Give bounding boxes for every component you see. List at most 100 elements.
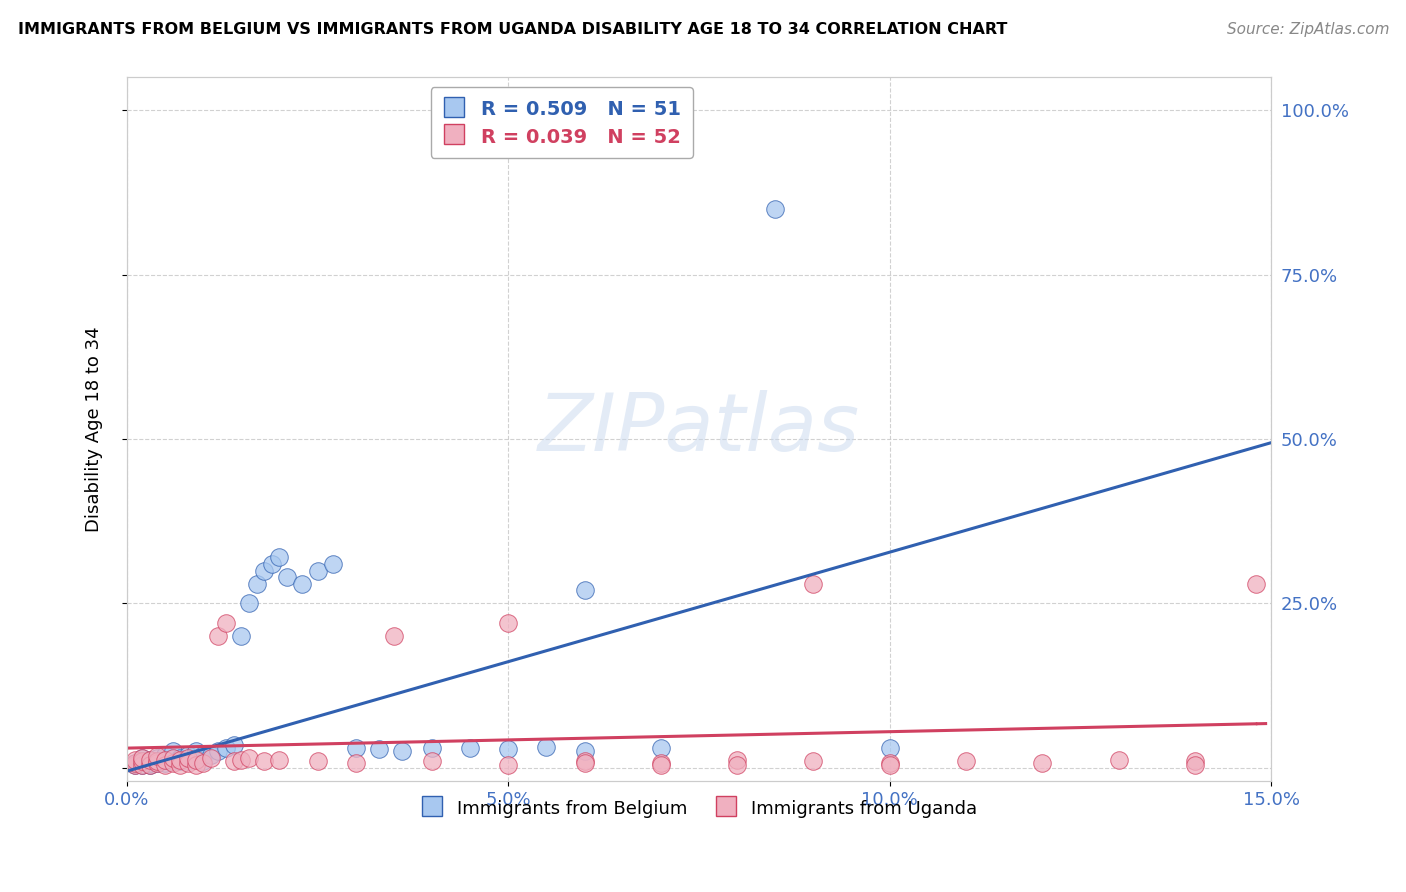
Point [139,756,162,770]
Point [153,756,176,770]
Point [162,756,184,770]
Point [200,751,222,765]
Point [139,753,162,767]
Point [177,751,200,765]
Point [498,616,520,631]
Point [238,751,260,765]
Point [146,749,169,764]
Point [153,753,176,767]
Point [215,616,238,631]
Point [124,753,146,767]
Point [124,757,146,772]
Point [253,754,276,768]
Point [139,757,162,772]
Point [131,757,153,772]
Point [231,629,253,643]
Point [307,754,329,768]
Text: Source: ZipAtlas.com: Source: ZipAtlas.com [1226,22,1389,37]
Point [420,754,443,768]
Point [215,741,238,756]
Point [725,753,748,767]
Point [184,753,207,767]
Point [184,751,207,765]
Point [391,744,413,758]
Point [169,753,191,767]
Point [574,756,596,770]
Point [955,754,977,768]
Point [146,756,169,770]
Point [124,756,146,770]
Point [153,753,176,767]
Point [177,756,200,770]
Point [879,757,901,772]
Point [322,557,344,571]
Point [169,757,191,772]
Point [260,557,283,571]
Point [367,742,389,756]
Text: ZIPatlas: ZIPatlas [538,390,860,468]
Point [139,753,162,767]
Point [1108,753,1130,767]
Point [162,751,184,765]
Point [131,754,153,768]
Point [344,756,367,770]
Point [207,744,229,758]
Point [184,757,207,772]
Point [153,747,176,762]
Point [153,757,176,772]
Point [231,753,253,767]
Point [650,756,672,770]
Point [803,576,825,591]
Point [291,576,314,591]
Point [269,550,291,565]
Point [169,754,191,768]
Point [763,202,786,216]
Point [162,744,184,758]
Point [574,583,596,598]
Point [650,741,672,756]
Point [1244,576,1267,591]
Point [177,747,200,762]
Point [498,757,520,772]
Point [193,747,215,762]
Point [131,754,153,768]
Point [536,739,558,754]
Point [307,564,329,578]
Point [162,751,184,765]
Point [184,744,207,758]
Point [458,741,481,756]
Point [498,742,520,756]
Point [879,756,901,770]
Point [131,751,153,765]
Point [193,754,215,768]
Point [382,629,405,643]
Point [169,751,191,765]
Point [222,754,245,768]
Point [1184,757,1206,772]
Point [238,597,260,611]
Point [146,751,169,765]
Point [269,753,291,767]
Point [131,751,153,765]
Point [207,629,229,643]
Y-axis label: Disability Age 18 to 34: Disability Age 18 to 34 [86,326,103,532]
Point [177,754,200,768]
Legend: Immigrants from Belgium, Immigrants from Uganda: Immigrants from Belgium, Immigrants from… [413,791,984,825]
Point [162,754,184,768]
Point [146,754,169,768]
Point [574,744,596,758]
Point [1184,754,1206,768]
Point [276,570,298,584]
Point [200,747,222,762]
Point [1031,756,1053,770]
Point [420,741,443,756]
Point [245,576,267,591]
Point [725,757,748,772]
Point [131,757,153,772]
Point [193,756,215,770]
Point [124,757,146,772]
Point [139,757,162,772]
Point [146,756,169,770]
Point [574,754,596,768]
Point [344,741,367,756]
